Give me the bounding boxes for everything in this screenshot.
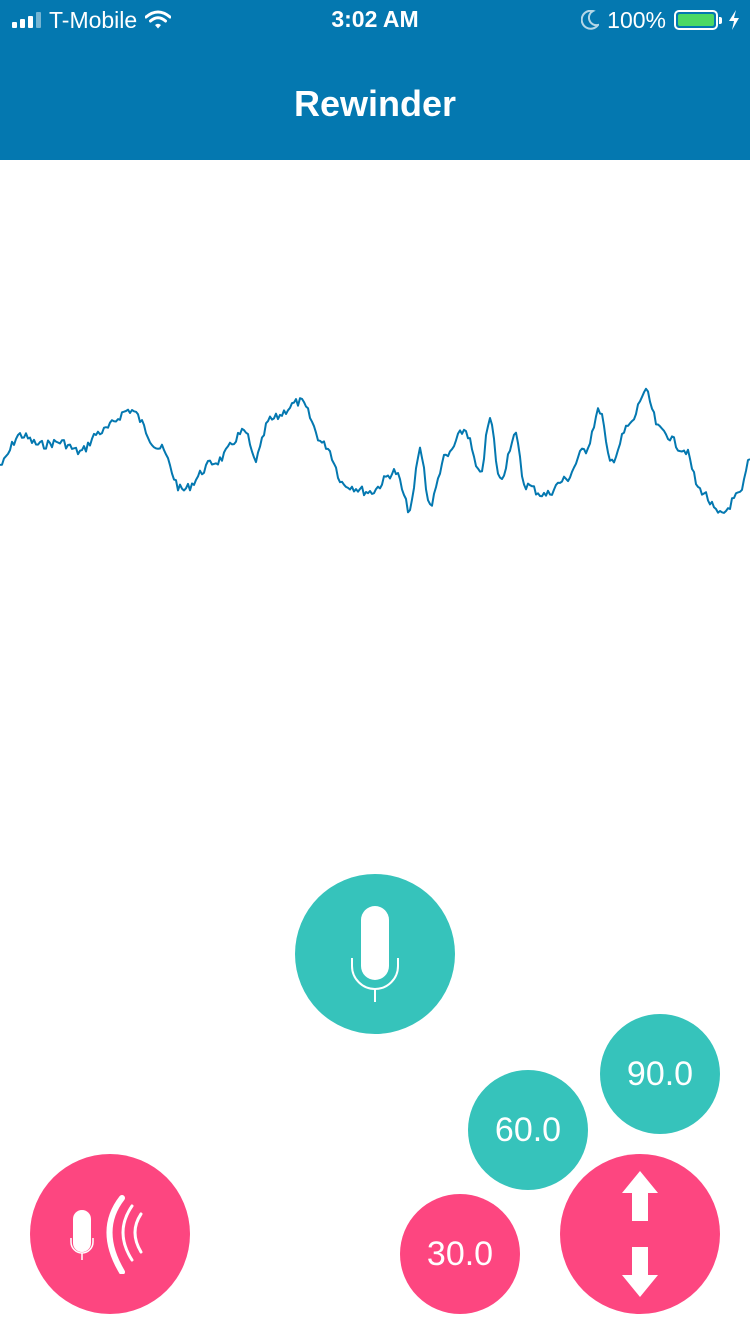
rewind-30-label: 30.0 — [426, 1234, 494, 1273]
rewind-60-button[interactable]: 60.0 — [468, 1070, 588, 1190]
battery-icon — [674, 10, 722, 30]
battery-percent: 100% — [607, 6, 666, 33]
app-header: T-Mobile 3:02 AM 100% Rewinder — [0, 0, 750, 160]
page-title: Rewinder — [293, 83, 457, 124]
rewind-90-button[interactable]: 90.0 — [600, 1014, 720, 1134]
microphone-icon — [351, 906, 399, 1002]
status-right: 100% — [581, 6, 740, 34]
status-left: T-Mobile — [12, 6, 172, 34]
record-button[interactable] — [295, 874, 455, 1034]
signal-icon — [12, 12, 41, 28]
rewind-60-label: 60.0 — [494, 1110, 562, 1149]
rewind-30-button[interactable]: 30.0 — [400, 1194, 520, 1314]
battery-fill — [678, 14, 714, 26]
scroll-button[interactable] — [560, 1154, 720, 1314]
carrier-label: T-Mobile — [49, 6, 138, 33]
moon-icon — [581, 10, 600, 30]
microphone-sound-waves-icon — [70, 1195, 143, 1274]
rewind-90-label: 90.0 — [626, 1054, 694, 1093]
charging-bolt-icon — [729, 10, 739, 30]
wifi-icon — [145, 10, 172, 29]
status-bar: T-Mobile 3:02 AM 100% — [0, 0, 750, 40]
audio-waveform — [0, 387, 750, 514]
status-time: 3:02 AM — [331, 6, 419, 32]
up-down-arrows-icon — [622, 1171, 658, 1297]
playback-button[interactable] — [30, 1154, 190, 1314]
